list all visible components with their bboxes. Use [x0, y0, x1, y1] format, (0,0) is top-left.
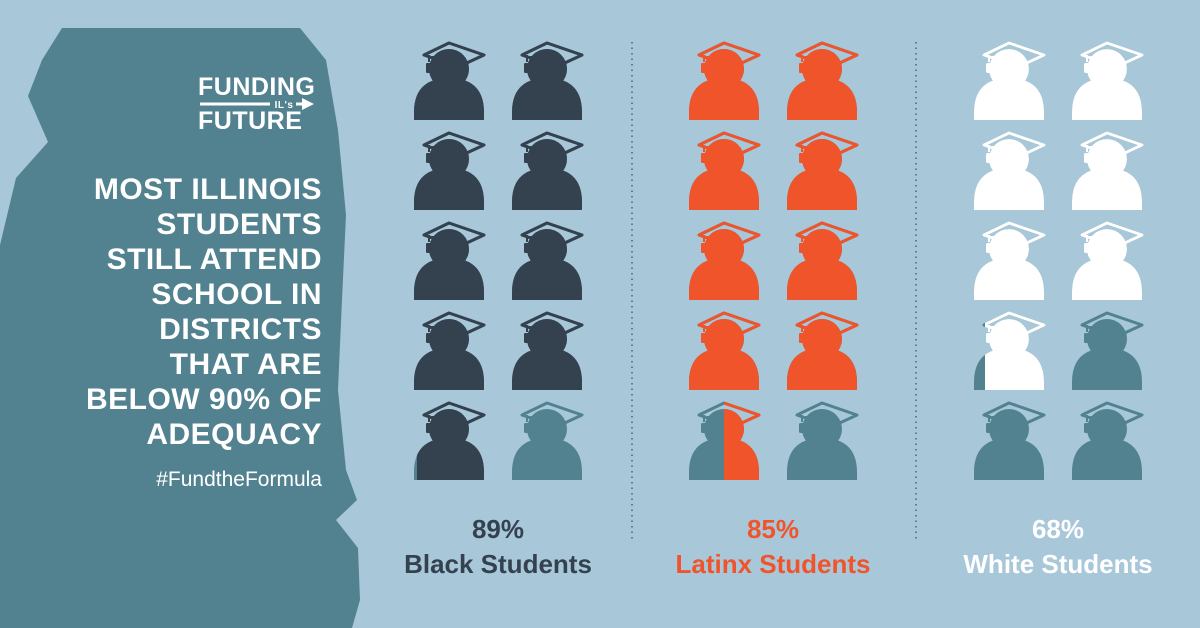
graduate-icon-fill — [417, 401, 486, 480]
graduate-icon-fill — [1072, 41, 1144, 120]
graduate-icon-fill — [689, 311, 761, 390]
headline-line: STILL ATTEND — [106, 243, 322, 276]
graduate-icon — [689, 41, 761, 120]
graduate-icon — [787, 131, 859, 210]
graduate-icon — [414, 401, 486, 480]
graduate-icon-fill — [787, 221, 859, 300]
graduate-icon — [787, 221, 859, 300]
black-students-percent: 89% — [471, 514, 525, 544]
graduate-icon-fill — [414, 311, 486, 390]
graduate-icon — [512, 41, 584, 120]
logo-small-text: IL's — [275, 100, 294, 111]
graduate-icon — [689, 401, 761, 480]
headline-line: DISTRICTS — [159, 313, 322, 346]
graduate-icon-fill — [985, 311, 1046, 390]
headline-line: ADEQUACY — [146, 418, 322, 451]
graduate-icon — [1072, 401, 1144, 480]
graduate-icon — [414, 41, 486, 120]
graduate-icon-fill — [724, 401, 761, 480]
headline-line: STUDENTS — [156, 208, 322, 241]
graduate-icon-fill — [689, 131, 761, 210]
logo-line-1: FUNDING — [198, 73, 316, 101]
graduate-icon-fill — [689, 221, 761, 300]
black-students-label: Black Students — [404, 549, 592, 579]
graduate-icon-fill — [512, 131, 584, 210]
graduate-icon — [1072, 41, 1144, 120]
graduate-icon-fill — [512, 311, 584, 390]
graduate-icon — [689, 131, 761, 210]
graduate-icon-fill — [787, 41, 859, 120]
graduate-icon — [689, 221, 761, 300]
white-students-label: White Students — [963, 549, 1153, 579]
logo-arrow: IL's — [198, 98, 322, 111]
headline-line: MOST ILLINOIS — [93, 173, 322, 206]
latinx-students-label: Latinx Students — [675, 549, 871, 579]
headline-line: BELOW 90% OF — [85, 383, 322, 416]
illinois-outline — [0, 28, 360, 628]
graduate-icon-fill — [787, 311, 859, 390]
graduate-icon — [1072, 311, 1144, 390]
funding-futures-logo: FUNDING IL's FUTURE — [198, 74, 322, 134]
hashtag: #FundtheFormula — [156, 468, 322, 491]
graduate-icon — [512, 131, 584, 210]
graduate-icon-fill — [974, 41, 1046, 120]
graduate-icon-fill — [414, 221, 486, 300]
arrow-icon: IL's — [200, 98, 314, 111]
graduate-icon — [974, 41, 1046, 120]
graduate-icon — [974, 131, 1046, 210]
graduate-icon-fill — [512, 221, 584, 300]
graduate-icon-fill — [414, 131, 486, 210]
graduate-icon — [414, 131, 486, 210]
headline-line: SCHOOL IN — [151, 278, 322, 311]
graduate-icon — [974, 311, 1046, 390]
graduate-icon — [1072, 131, 1144, 210]
graduate-icon-fill — [974, 221, 1046, 300]
graduate-icon-fill — [974, 131, 1046, 210]
graduate-icon — [787, 311, 859, 390]
graduate-icon — [974, 221, 1046, 300]
graduate-icon — [512, 221, 584, 300]
graduate-icon — [512, 311, 584, 390]
white-students-percent: 68% — [1031, 514, 1085, 544]
graduate-icon-fill — [512, 41, 584, 120]
graduate-icon-fill — [1072, 131, 1144, 210]
graduate-icon — [414, 221, 486, 300]
graduate-icon — [512, 401, 584, 480]
graduate-icon — [414, 311, 486, 390]
logo-line-2: FUTURE — [198, 107, 303, 135]
graduate-icon-fill — [1072, 221, 1144, 300]
latinx-students-percent: 85% — [746, 514, 800, 544]
graduate-icon — [689, 311, 761, 390]
headline-line: THAT ARE — [169, 348, 322, 381]
headline: MOST ILLINOIS STUDENTS STILL ATTEND SCHO… — [20, 172, 322, 452]
graduate-icon-fill — [689, 41, 761, 120]
graduate-icon-fill — [414, 41, 486, 120]
graduate-icon — [974, 401, 1046, 480]
graduate-icon — [1072, 221, 1144, 300]
graduate-icon — [787, 41, 859, 120]
graduate-icon — [787, 401, 859, 480]
graduate-icon-fill — [787, 131, 859, 210]
